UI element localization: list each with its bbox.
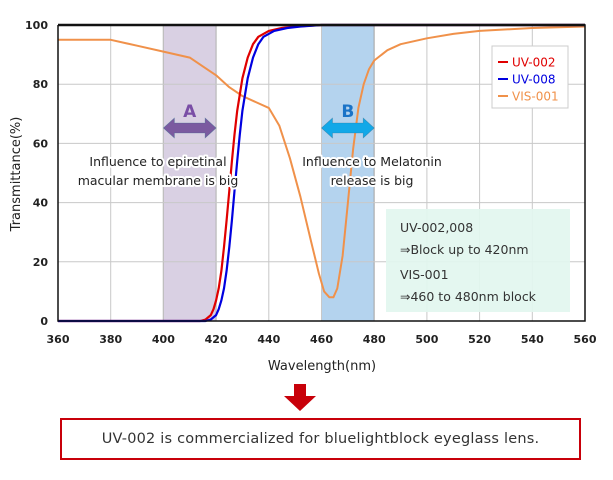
legend-label: UV-002	[512, 56, 556, 70]
legend-box	[491, 45, 569, 109]
x-tick-label: 420	[205, 333, 228, 346]
y-tick-label: 20	[33, 256, 49, 269]
legend-label: UV-008	[512, 73, 556, 87]
x-tick-label: 380	[99, 333, 122, 346]
legend-label: VIS-001	[512, 90, 559, 104]
note-line: ⇒Block up to 420nm	[400, 242, 529, 257]
series-line-vis-001	[58, 25, 586, 299]
y-tick-label: 40	[33, 197, 49, 210]
note-box	[386, 209, 570, 312]
series-line-uv-008	[58, 23, 585, 323]
region-annotation-line: release is big	[331, 173, 414, 188]
region-annotation-line: Influence to Melatonin	[302, 154, 442, 169]
x-tick-label: 520	[468, 333, 491, 346]
double-arrow-icon	[162, 117, 217, 139]
x-tick-label: 400	[152, 333, 175, 346]
region-annotation-line: Influence to epiretinal	[89, 154, 226, 169]
y-tick-label: 60	[33, 137, 49, 150]
x-tick-label: 480	[363, 333, 386, 346]
y-tick-label: 0	[40, 315, 48, 328]
x-tick-label: 440	[257, 333, 280, 346]
note-line: VIS-001	[400, 267, 449, 282]
x-tick-label: 500	[415, 333, 438, 346]
region-b-band	[321, 24, 375, 322]
note-line: UV-002,008	[400, 220, 473, 235]
note-line: ⇒460 to 480nm block	[400, 289, 537, 304]
region-annotation-line: macular membrane is big	[78, 173, 239, 188]
x-axis-label: Wavelength(nm)	[268, 359, 376, 374]
conclusion-text: UV-002 is commercialized for bluelightbl…	[101, 431, 540, 447]
conclusion-banner: UV-002 is commercialized for bluelightbl…	[60, 418, 581, 460]
x-tick-label: 560	[574, 333, 597, 346]
y-tick-label: 80	[33, 78, 49, 91]
region-label-b: B	[341, 102, 354, 122]
x-tick-label: 460	[310, 333, 333, 346]
y-tick-label: 100	[25, 19, 48, 32]
y-axis-label: Transmittance(%)	[9, 117, 24, 233]
x-tick-label: 360	[47, 333, 70, 346]
region-a-band	[162, 24, 217, 322]
down-arrow-icon	[284, 384, 316, 411]
double-arrow-icon	[321, 117, 375, 139]
region-label-a: A	[183, 102, 197, 122]
x-tick-label: 540	[521, 333, 544, 346]
